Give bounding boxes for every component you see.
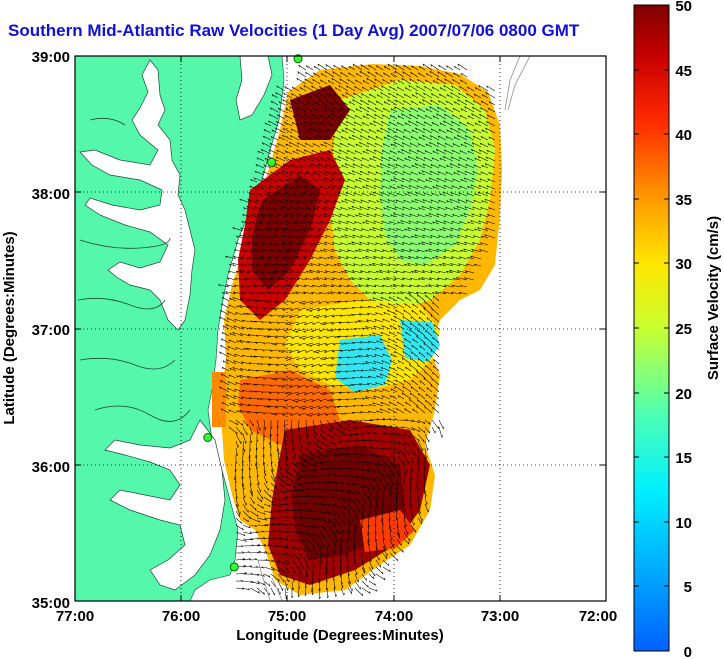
colorbar (633, 4, 670, 652)
tick-marks (75, 56, 606, 601)
colorbar-tick-label: 15 (675, 450, 692, 467)
y-axis-label: Latitude (Degrees:Minutes) (1, 231, 18, 424)
colorbar-tick-label: 40 (675, 127, 692, 144)
velocity-arrows (218, 63, 496, 600)
colorbar-tick-label: 10 (675, 515, 692, 532)
rivers (77, 117, 191, 422)
lon-tick-label: 73:00 (481, 608, 519, 625)
lat-tick-label: 35:00 (32, 595, 70, 612)
lon-tick-label: 77:00 (56, 608, 94, 625)
colorbar-tick-label: 20 (675, 386, 692, 403)
colorbar-tick-label: 30 (675, 256, 692, 273)
colorbar-tick-label: 5 (684, 579, 692, 596)
colorbar-tick-label: 35 (675, 192, 692, 209)
x-axis-label: Longitude (Degrees:Minutes) (236, 627, 444, 644)
bathymetry-contours (257, 56, 531, 601)
lon-tick-label: 75:00 (268, 608, 306, 625)
colorbar-tick-label: 50 (675, 0, 692, 15)
radar-station-marker (229, 562, 239, 572)
lat-tick-label: 37:00 (32, 322, 70, 339)
chesapeake-bay (79, 59, 196, 331)
radar-stations (203, 54, 303, 572)
lon-tick-label: 76:00 (162, 608, 200, 625)
radar-station-marker (266, 157, 276, 167)
lon-tick-label: 74:00 (375, 608, 413, 625)
colorbar-tick-label: 0 (684, 644, 692, 659)
colorbar-label: Surface Velocity (cm/s) (705, 216, 722, 380)
pamlico-sound (104, 419, 226, 591)
lon-tick-label: 72:00 (579, 608, 617, 625)
map-grid (75, 56, 606, 601)
colorbar-tick-label: 25 (675, 321, 692, 338)
radar-station-marker (203, 433, 213, 442)
colorbar-ticks (634, 4, 669, 587)
lat-tick-label: 38:00 (32, 186, 70, 203)
colorbar-tick-label: 45 (675, 63, 692, 80)
delaware-bay (235, 56, 273, 121)
lat-tick-label: 36:00 (32, 459, 70, 476)
radar-station-marker (293, 54, 303, 64)
lat-tick-label: 39:00 (32, 49, 70, 66)
map-title: Southern Mid-Atlantic Raw Velocities (1 … (8, 21, 580, 40)
